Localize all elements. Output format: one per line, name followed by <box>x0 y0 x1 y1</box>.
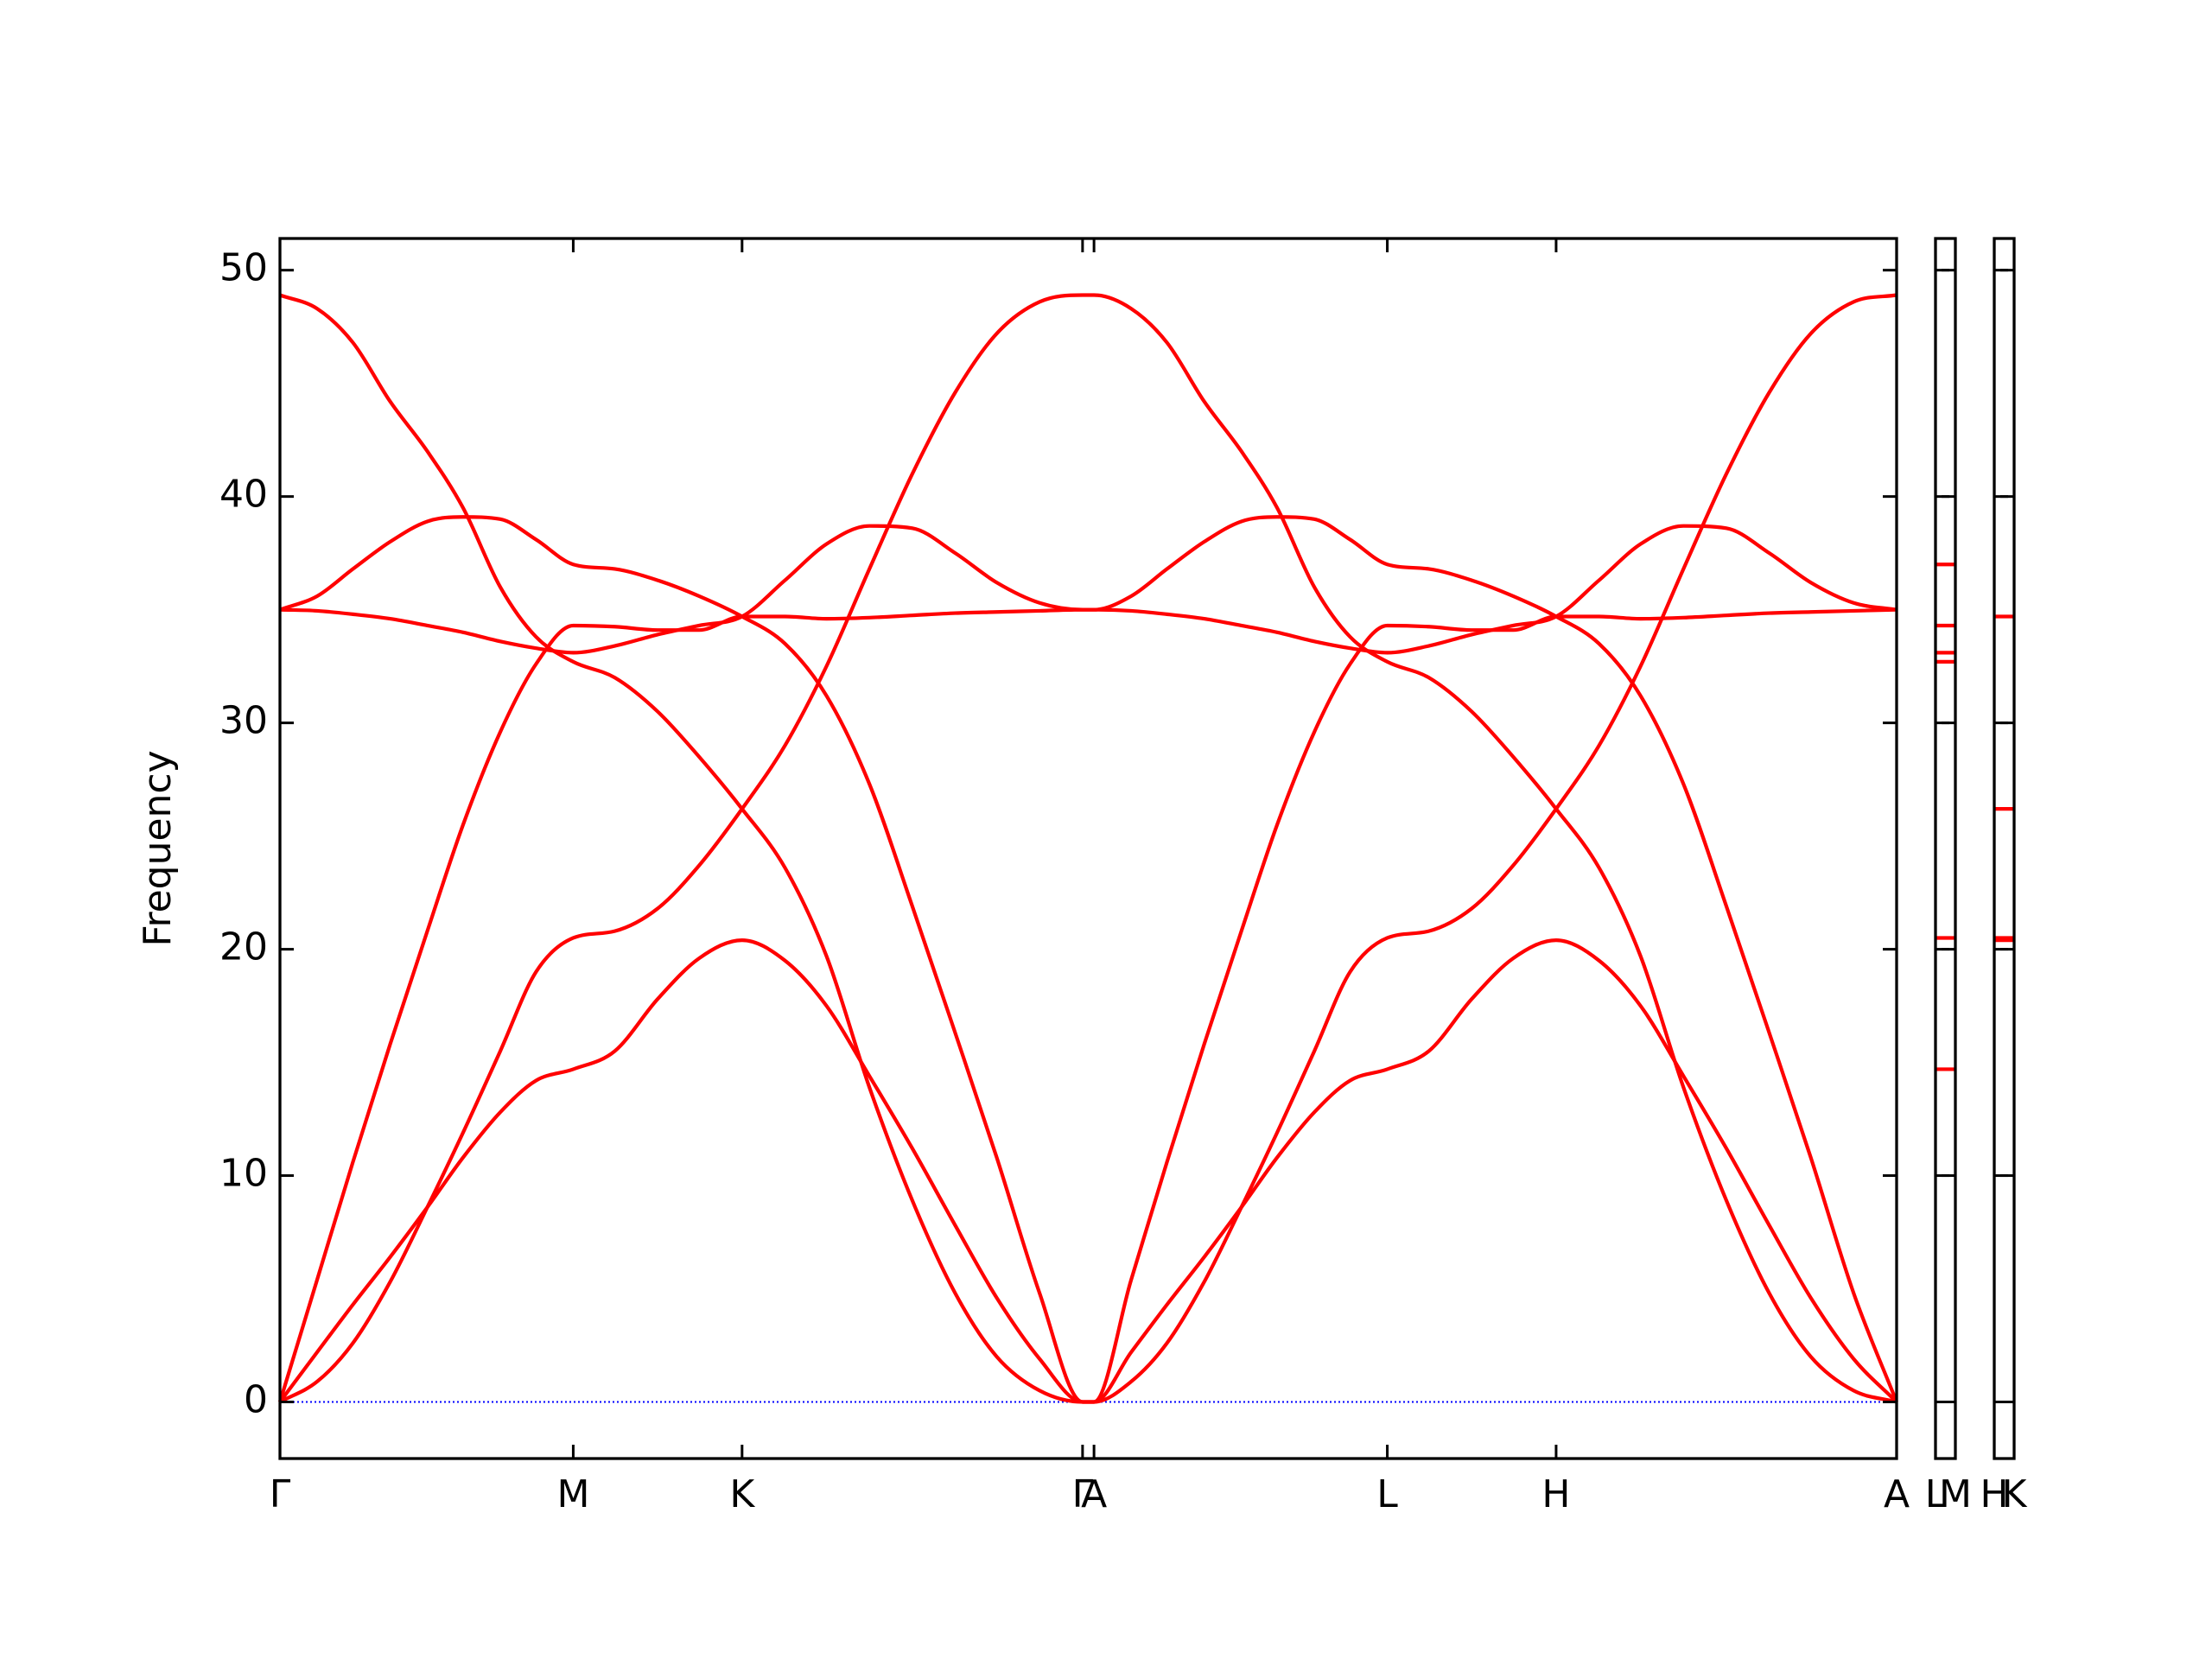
y-axis-label: Frequency <box>136 750 180 946</box>
x-tick-label: L <box>1925 1472 1947 1516</box>
y-tick-label: 50 <box>219 246 268 290</box>
x-tick-label: H <box>1541 1472 1570 1516</box>
band-line <box>278 293 1897 1404</box>
x-tick-label: K <box>729 1472 755 1516</box>
y-tick-label: 0 <box>244 1378 268 1422</box>
x-tick-label: M <box>556 1472 589 1516</box>
y-tick-label: 10 <box>219 1152 268 1196</box>
band-line <box>279 515 1898 1403</box>
x-tick-label: K <box>2002 1472 2028 1516</box>
x-tick-label: M <box>1939 1472 1972 1516</box>
x-tick-label: L <box>1376 1472 1398 1516</box>
band-line <box>277 524 1897 1403</box>
band-line <box>278 938 1898 1404</box>
band-line <box>279 293 1897 1404</box>
y-tick-label: 30 <box>219 699 268 743</box>
x-tick-label: Γ <box>270 1472 291 1516</box>
x-tick-label: Γ <box>1072 1472 1094 1516</box>
plot-frame <box>1934 237 1957 1460</box>
plot-frame <box>1993 237 2016 1460</box>
x-tick-label: H <box>1980 1472 2008 1516</box>
plot-frame <box>278 237 1898 1460</box>
x-tick-label: A <box>1884 1472 1910 1516</box>
x-tick-label: A <box>1081 1472 1107 1516</box>
y-tick-label: 40 <box>219 473 268 517</box>
band-line <box>279 515 1897 1404</box>
y-tick-label: 20 <box>219 925 268 969</box>
